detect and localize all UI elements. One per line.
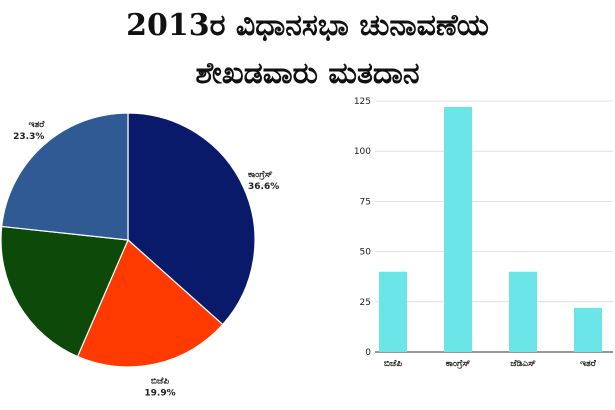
y-tick-label-5: 125 [354, 97, 371, 107]
x-tick-label-1: ಕಾಂಗ್ರೆಸ್ [446, 358, 471, 370]
pie-slice-3 [1, 112, 129, 241]
pie-label-0: ಕಾಂಗ್ರೆಸ್ [248, 169, 273, 181]
pie-slice-1 [76, 238, 224, 368]
y-tick-label-4: 100 [354, 147, 371, 157]
x-tick-label-0: ಬಿಜೆಪಿ [384, 358, 402, 369]
y-tick-label-1: 25 [360, 298, 371, 308]
y-tick-label-2: 50 [360, 248, 372, 258]
y-tick-label-3: 75 [360, 197, 371, 207]
chart-title-line-1: 2013ರ ವಿಧಾನಸಭಾ ಚುನಾವಣೆಯ [126, 8, 489, 43]
y-tick-label-0: 0 [365, 348, 371, 358]
pie-label-1: ಬಿಜೆಪಿ [151, 376, 169, 387]
pie-label-3: ಇತರೆ [29, 119, 45, 130]
bar-3 [574, 307, 602, 352]
pie-value-label-0: 36.6% [248, 182, 279, 192]
x-tick-label-2: ಜೆಡಿಎಸ್ [510, 358, 536, 369]
pie-value-label-1: 19.9% [144, 389, 175, 399]
pie-value-label-3: 23.3% [13, 132, 44, 142]
bar-0 [379, 271, 407, 352]
bar-1 [444, 107, 472, 352]
chart-title-line-2: ಶೇಖಡವಾರು ಮತದಾನ [195, 56, 420, 91]
pie-slice-0 [127, 112, 256, 326]
x-tick-label-3: ಇತರೆ [580, 358, 596, 369]
bar-2 [509, 271, 537, 352]
pie-slice-2 [0, 225, 129, 358]
